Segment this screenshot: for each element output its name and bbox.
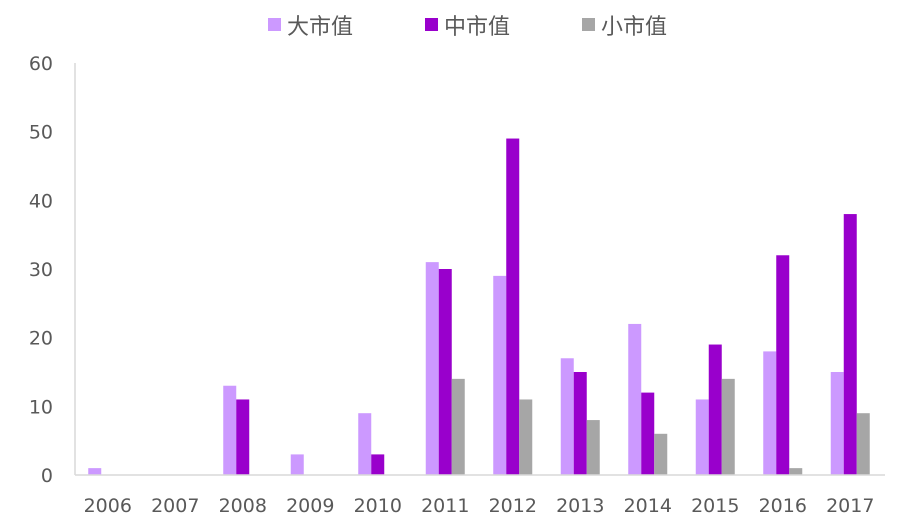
y-tick-label: 10	[29, 396, 53, 418]
legend-swatch	[582, 18, 595, 31]
bar-2009-1	[290, 454, 304, 475]
bar-2010-2	[371, 454, 385, 475]
legend-label: 大市值	[287, 15, 353, 40]
bar-2012-3	[519, 399, 533, 475]
bar-2015-2	[708, 344, 722, 475]
bar-2016-2	[776, 255, 790, 475]
legend: 大市值 中市值 小市值	[268, 15, 667, 40]
bar-2008-2	[236, 399, 250, 475]
y-tick-label: 40	[29, 190, 53, 212]
x-tick-label: 2013	[556, 495, 604, 517]
x-tick-label: 2006	[84, 495, 132, 517]
bar-2006-1	[88, 468, 102, 475]
x-tick-label: 2007	[151, 495, 199, 517]
bar-2017-2	[843, 214, 857, 476]
x-tick-label: 2015	[691, 495, 739, 517]
x-tick-label: 2009	[286, 495, 334, 517]
y-tick-label: 30	[29, 259, 53, 281]
bar-2013-2	[573, 372, 587, 475]
x-tick-label: 2016	[759, 495, 807, 517]
y-tick-label: 50	[29, 122, 53, 144]
bar-2011-3	[451, 378, 465, 475]
bar-2013-1	[560, 358, 574, 475]
legend-swatch	[425, 18, 438, 31]
bar-2011-1	[425, 262, 439, 475]
bar-2010-1	[358, 413, 372, 475]
bar-2012-1	[493, 275, 507, 475]
bar-2014-3	[654, 433, 668, 475]
bar-2016-1	[763, 351, 777, 475]
legend-label: 中市值	[444, 15, 510, 40]
y-axis: 0 10 20 30 40 50 60	[29, 53, 76, 487]
y-tick-label: 60	[29, 53, 53, 75]
bar-2014-2	[641, 392, 655, 475]
bar-2016-3	[789, 468, 803, 475]
bar-2017-1	[830, 372, 844, 475]
bar-2015-3	[721, 378, 735, 475]
x-tick-label: 2014	[624, 495, 672, 517]
bar-2011-2	[438, 269, 452, 475]
x-tick-label: 2011	[421, 495, 469, 517]
bar-2013-3	[586, 420, 600, 475]
legend-swatch	[268, 18, 281, 31]
bars	[88, 138, 870, 476]
y-tick-label: 0	[41, 465, 53, 487]
bar-2017-3	[856, 413, 870, 475]
x-tick-label: 2008	[219, 495, 267, 517]
x-tick-label: 2017	[826, 495, 874, 517]
bar-2012-2	[506, 138, 520, 476]
legend-label: 小市值	[601, 15, 667, 40]
y-tick-label: 20	[29, 328, 53, 350]
bar-2015-1	[695, 399, 709, 475]
x-tick-label: 2012	[489, 495, 537, 517]
bar-2008-1	[223, 385, 237, 475]
x-tick-label: 2010	[354, 495, 402, 517]
bar-2014-1	[628, 323, 642, 475]
x-axis: 2006 2007 2008 2009 2010 2011 2012 2013 2014 2015…	[75, 474, 885, 517]
